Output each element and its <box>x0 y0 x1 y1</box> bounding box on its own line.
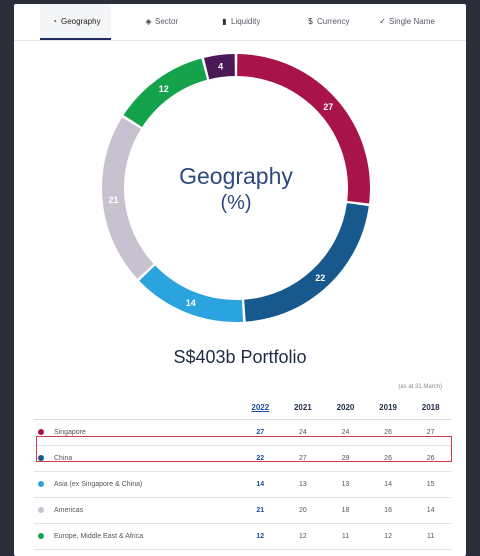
legend-dot-icon <box>38 533 44 540</box>
row-value: 20 <box>281 497 325 524</box>
row-value: 16 <box>366 497 410 524</box>
year-header: 2018 <box>409 395 452 420</box>
sector-icon: ◈ <box>145 17 152 26</box>
donut-slice <box>123 58 208 128</box>
chart-title: Geography <box>179 163 293 189</box>
row-value: 14 <box>239 471 282 498</box>
row-value: 24 <box>281 419 325 446</box>
slice-value-label: 12 <box>159 84 169 94</box>
row-value: 14 <box>366 471 410 498</box>
row-value: 12 <box>239 523 282 550</box>
tab-single-name-label: Single Name <box>389 17 435 26</box>
row-label-text: China <box>54 455 73 462</box>
row-value: 26 <box>409 445 452 472</box>
row-value: 6 <box>366 549 410 556</box>
tab-currency-label: Currency <box>317 17 350 26</box>
year-header: 2022 <box>239 395 282 420</box>
tab-bar: ◔ Geography ◈ Sector ▮ Liquidity $ Currency … <box>14 4 466 41</box>
tab-geography-label: Geography <box>61 17 101 26</box>
row-value: 21 <box>239 497 282 524</box>
row-label: Americas <box>34 497 239 524</box>
liquidity-icon: ▮ <box>222 17 227 26</box>
tab-liquidity[interactable]: ▮ Liquidity <box>220 4 260 40</box>
row-value: 11 <box>324 523 367 550</box>
row-value: 18 <box>324 497 367 524</box>
year-header: 2020 <box>324 395 367 420</box>
row-label-text: Americas <box>54 507 84 514</box>
table-row: Australia & New Zealand44567 <box>34 549 452 556</box>
tab-liquidity-label: Liquidity <box>231 17 261 26</box>
row-value: 27 <box>239 419 282 446</box>
row-value: 4 <box>239 549 282 556</box>
row-label-text: Europe, Middle East & Africa <box>54 533 144 540</box>
row-value: 29 <box>324 445 367 472</box>
portfolio-card: ◔ Geography ◈ Sector ▮ Liquidity $ Currency … <box>14 4 466 556</box>
check-icon: ✓ <box>379 17 386 26</box>
row-label-text: Singapore <box>54 429 86 436</box>
row-value: 7 <box>409 549 452 556</box>
legend-dot-icon <box>38 507 44 514</box>
row-value: 14 <box>409 497 452 524</box>
row-value: 12 <box>281 523 325 550</box>
row-label: Singapore <box>34 419 239 446</box>
table-row: China 22 27 29 26 26 <box>34 445 452 472</box>
geography-donut-chart: 27 22 14 21 12 4 <box>102 54 371 322</box>
donut-slice <box>102 117 154 279</box>
legend-dot-icon <box>38 481 44 488</box>
donut-slice <box>237 54 371 204</box>
row-value: 24 <box>324 419 367 446</box>
label-header <box>34 395 239 420</box>
row-label: China <box>34 445 239 472</box>
currency-icon: $ <box>308 17 313 26</box>
year-header: 2021 <box>281 395 325 420</box>
portfolio-title: S$403b Portfolio <box>173 347 307 367</box>
allocation-table: 2022 2021 2020 2019 2018 Singapore 27 24 24… <box>34 395 452 556</box>
row-value: 13 <box>324 471 367 498</box>
legend-dot-icon <box>38 429 44 436</box>
year-header: 2019 <box>366 395 410 420</box>
legend-dot-icon <box>38 455 44 462</box>
chart-unit: (%) <box>220 192 252 214</box>
row-value: 12 <box>366 523 410 550</box>
slice-value-label: 4 <box>218 61 223 71</box>
table-header-row: 2022 2021 2020 2019 2018 <box>34 395 452 420</box>
row-value: 26 <box>366 419 410 446</box>
as-at-note: (as at 31 March) <box>398 384 442 390</box>
row-label: Australia & New Zealand <box>34 549 239 556</box>
row-value: 22 <box>239 445 282 472</box>
table-row: Asia (ex Singapore & China) 14 13 13 14 15 <box>34 471 452 498</box>
slice-value-label: 14 <box>186 298 196 308</box>
tab-sector-label: Sector <box>155 17 179 26</box>
row-value: 27 <box>409 419 452 446</box>
table-row: Europe, Middle East & Africa 12 12 11 12 11 <box>34 523 452 550</box>
row-value: 27 <box>281 445 325 472</box>
slice-value-label: 21 <box>109 195 119 205</box>
slice-value-label: 27 <box>323 102 333 112</box>
row-value: 5 <box>324 549 367 556</box>
row-value: 15 <box>409 471 452 498</box>
row-value: 4 <box>281 549 325 556</box>
tab-geography[interactable]: ◔ Geography <box>40 4 111 40</box>
row-value: 13 <box>281 471 325 498</box>
tab-currency[interactable]: $ Currency <box>306 4 349 40</box>
pie-icon: ◔ <box>52 17 57 26</box>
donut-slice <box>139 265 244 322</box>
donut-slice <box>203 54 235 80</box>
row-value: 26 <box>366 445 410 472</box>
slice-value-label: 22 <box>315 273 325 283</box>
row-value: 11 <box>409 523 452 550</box>
row-label: Europe, Middle East & Africa <box>34 523 239 550</box>
table-row: Singapore 27 24 24 26 27 <box>34 419 452 446</box>
tab-sector[interactable]: ◈ Sector <box>144 4 178 40</box>
donut-slice <box>244 203 369 322</box>
table-row: Americas 21 20 18 16 14 <box>34 497 452 524</box>
row-label-text: Asia (ex Singapore & China) <box>54 481 143 488</box>
tab-single-name[interactable]: ✓ Single Name <box>378 4 435 40</box>
row-label: Asia (ex Singapore & China) <box>34 471 239 498</box>
